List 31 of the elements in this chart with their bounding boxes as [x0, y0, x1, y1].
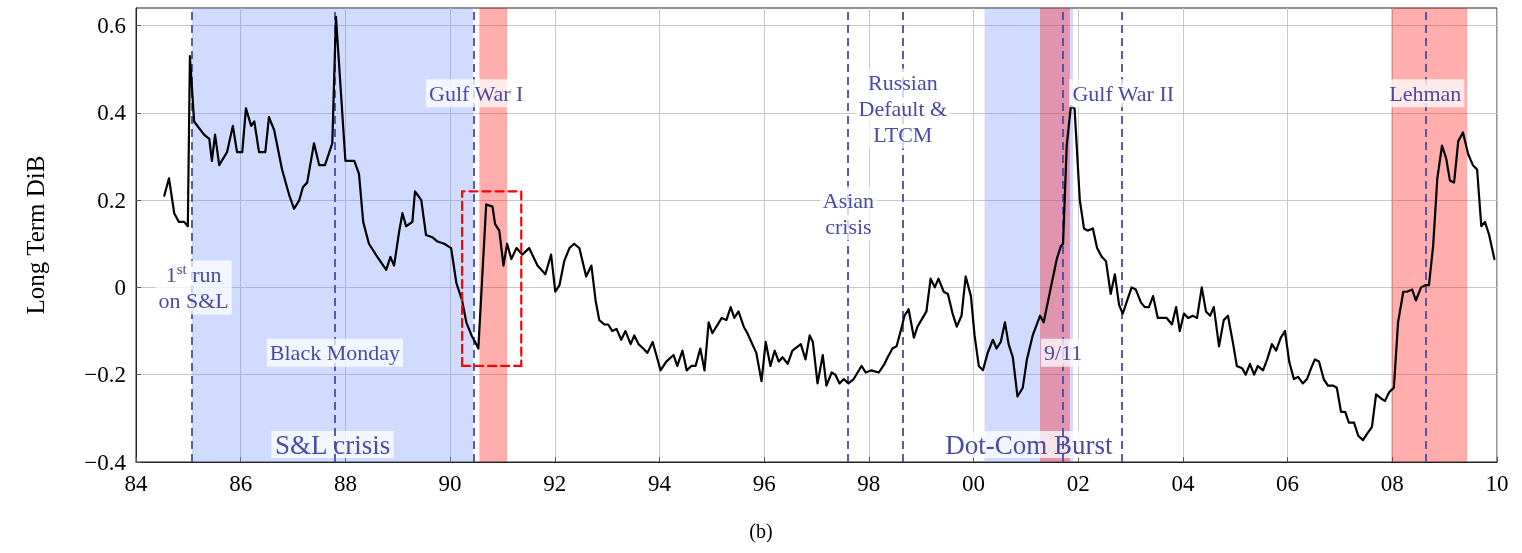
- x-tick-label: 02: [1066, 471, 1090, 496]
- x-tick-label: 86: [229, 471, 253, 496]
- annotation: Gulf War I: [429, 80, 524, 106]
- y-axis-title: Long Term DiB: [22, 155, 49, 315]
- annotation: Asian crisis: [822, 187, 875, 239]
- y-tick-label: 0.4: [97, 100, 127, 126]
- annotation: Russian Default & LTCM: [858, 69, 948, 147]
- annotation: Lehman: [1389, 80, 1462, 106]
- y-tick-label: 0.6: [97, 12, 126, 38]
- x-tick-label: 92: [543, 471, 567, 496]
- text: (b): [749, 520, 773, 543]
- annotation: Gulf War II: [1072, 80, 1175, 106]
- x-tick-label: 96: [752, 471, 776, 496]
- band-label: S&L crisis: [274, 429, 391, 460]
- x-tick-label: 90: [438, 471, 462, 496]
- x-tick-label: 04: [1171, 471, 1195, 496]
- x-tick-label: 98: [857, 471, 881, 496]
- x-tick-label: 94: [647, 471, 672, 496]
- y-tick-label: 0.2: [97, 187, 126, 213]
- x-tick-label: 00: [962, 471, 986, 496]
- x-tick-label: 06: [1276, 471, 1300, 496]
- x-tick-label: 08: [1380, 471, 1404, 496]
- y-tick-label: −0.2: [84, 362, 126, 388]
- y-tick-label: −0.4: [84, 449, 127, 475]
- annotation: 9/11: [1043, 340, 1083, 366]
- y-tick-label: 0: [114, 274, 126, 300]
- x-tick-label: 84: [124, 471, 148, 496]
- band-label: Dot-Com Burst: [945, 429, 1113, 460]
- annotation: Black Monday: [269, 340, 400, 366]
- x-tick-label: 88: [333, 471, 357, 496]
- x-tick-label: 10: [1485, 471, 1509, 496]
